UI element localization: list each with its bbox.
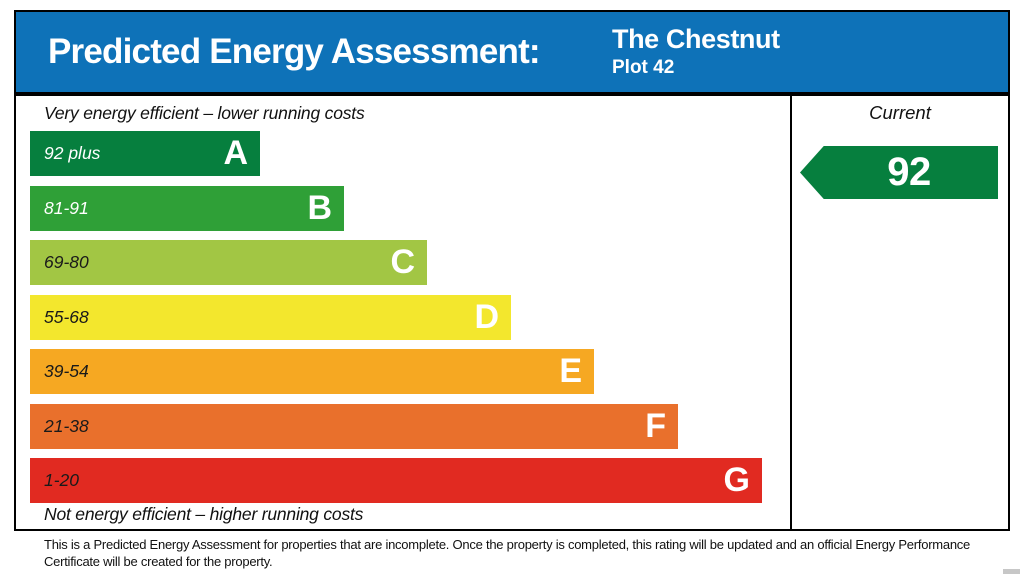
top-caption: Very energy efficient – lower running co…: [44, 103, 365, 123]
band-letter-a: A: [223, 134, 248, 172]
band-row-b: 81-91 B: [30, 185, 344, 231]
band-row-e: 39-54 E: [30, 349, 594, 394]
band-row-f: 21-38 F: [30, 403, 678, 449]
current-rating-column: Current 92: [790, 96, 1008, 529]
disclaimer-text: This is a Predicted Energy Assessment fo…: [44, 537, 1004, 570]
rating-bands-area: Very energy efficient – lower running co…: [16, 96, 790, 529]
rating-bands: 92 plus A 81-91 B 69-80 C 55-68 D 39-54: [30, 131, 762, 503]
band-range-c: 69-80: [44, 252, 89, 272]
band-range-f: 21-38: [44, 415, 89, 436]
band-range-d: 55-68: [44, 306, 89, 327]
band-letter-c: C: [390, 243, 415, 281]
property-name: The Chestnut: [612, 24, 780, 54]
page-title: Predicted Energy Assessment:: [48, 32, 541, 71]
band-row-c: 69-80 C: [30, 240, 427, 285]
disclaimer-line-1: This is a Predicted Energy Assessment fo…: [44, 537, 971, 552]
band-range-b: 81-91: [44, 197, 89, 218]
current-column-header: Current: [869, 102, 931, 123]
bottom-right-artifact: [1003, 569, 1020, 574]
disclaimer-line-2: Certificate will be created for the prop…: [44, 553, 273, 569]
band-range-e: 39-54: [44, 361, 89, 381]
property-plot: Plot 42: [612, 57, 675, 78]
band-letter-e: E: [559, 352, 582, 390]
band-range-g: 1-20: [44, 470, 80, 490]
bottom-caption: Not energy efficient – higher running co…: [44, 504, 364, 524]
property-info: The Chestnut Plot 42: [612, 23, 780, 80]
current-rating-value: 92: [887, 150, 931, 194]
band-letter-d: D: [474, 297, 499, 336]
band-row-d: 55-68 D: [30, 294, 511, 340]
band-letter-g: G: [723, 461, 750, 499]
energy-rating-chart: Very energy efficient – lower running co…: [14, 94, 1010, 531]
current-rating-arrow: 92: [800, 146, 998, 199]
band-row-a: 92 plus A: [30, 131, 260, 176]
band-letter-f: F: [645, 406, 666, 445]
band-letter-b: B: [307, 188, 332, 227]
band-row-g: 1-20 G: [30, 458, 762, 503]
band-range-a: 92 plus: [44, 143, 101, 163]
header-banner: Predicted Energy Assessment: The Chestnu…: [14, 10, 1010, 94]
